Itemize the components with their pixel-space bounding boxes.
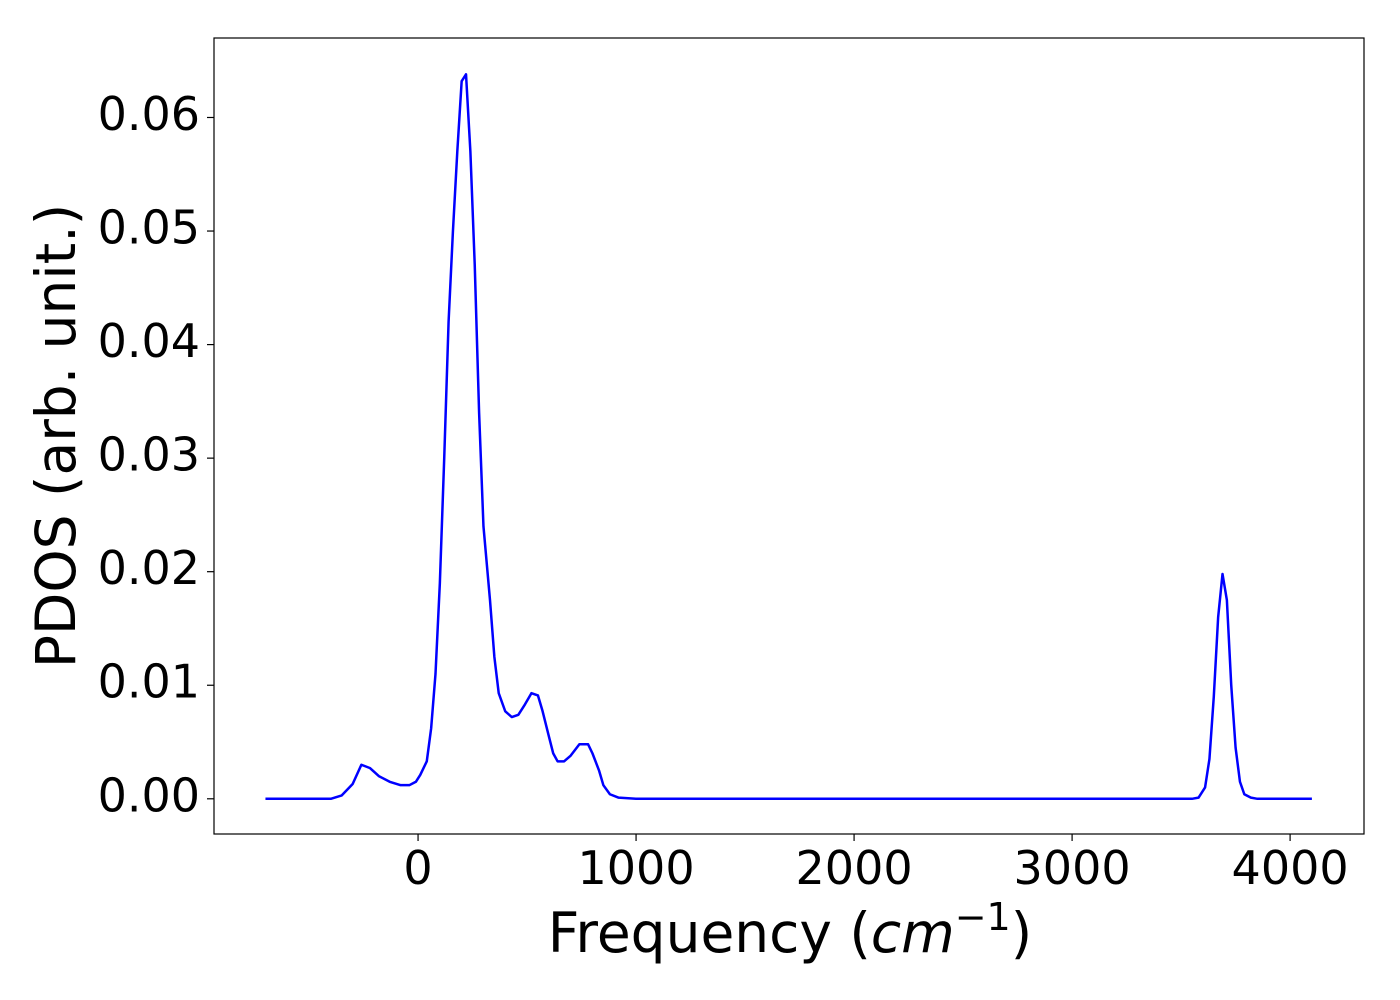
y-tick-label: 0.06 (98, 87, 200, 141)
x-axis-label: Frequency (cm−1) (548, 895, 1032, 965)
y-tick-label: 0.02 (98, 541, 200, 595)
x-label-exponent: −1 (955, 895, 1011, 939)
x-tick-label: 3000 (1014, 841, 1131, 895)
y-tick-label: 0.04 (98, 314, 200, 368)
x-tick-label: 1000 (578, 841, 695, 895)
x-tick-label: 0 (403, 841, 432, 895)
x-tick-label: 4000 (1232, 841, 1349, 895)
x-label-close: ) (1011, 901, 1032, 965)
data-line (265, 73, 1312, 801)
x-label-text: Frequency ( (548, 901, 871, 965)
plot-frame (213, 37, 1365, 835)
x-label-unit: cm (871, 901, 955, 965)
y-tick-label: 0.05 (98, 201, 200, 255)
y-tick-label: 0.01 (98, 655, 200, 709)
y-tick-label: 0.00 (98, 768, 200, 822)
y-tick-label: 0.03 (98, 428, 200, 482)
x-tick-label: 2000 (796, 841, 913, 895)
y-axis-label: PDOS (arb. unit.) (24, 204, 88, 668)
